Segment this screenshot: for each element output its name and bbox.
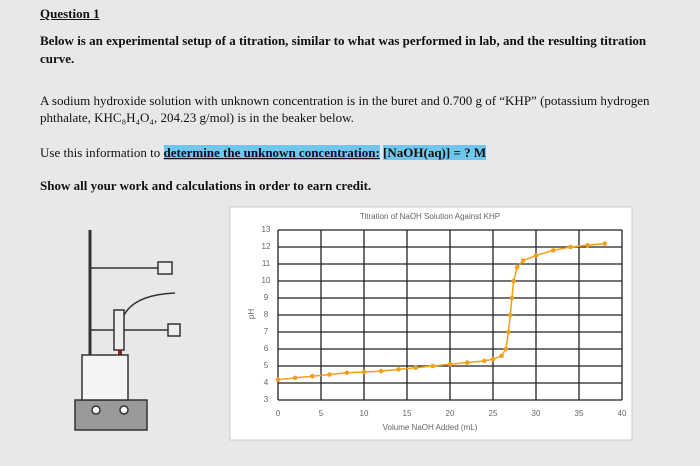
task: Use this information to determine the un…: [40, 145, 487, 161]
y-tick-label: 8: [264, 310, 269, 319]
data-point: [499, 353, 504, 359]
data-point: [482, 358, 487, 364]
data-point: [503, 346, 509, 352]
y-tick-label: 13: [262, 225, 271, 234]
data-point: [511, 278, 516, 284]
task-target: [NaOH(aq)] = ? M: [383, 145, 487, 160]
chart-title: Titration of NaOH Solution Against KHP: [360, 212, 500, 221]
data-point: [413, 365, 418, 371]
data-point: [275, 377, 281, 382]
data-point: [447, 362, 453, 367]
data-point: [585, 243, 590, 248]
data-point: [568, 244, 573, 250]
data-point: [378, 368, 384, 374]
apparatus: [74, 230, 181, 431]
heading: Question 1: [40, 6, 100, 21]
task-highlight: determine the unknown concentration:: [163, 145, 380, 160]
data-point: [396, 367, 401, 372]
data-point: [550, 248, 556, 253]
x-tick-label: 25: [489, 409, 498, 418]
x-tick-label: 15: [403, 409, 412, 418]
x-tick-label: 0: [276, 409, 281, 418]
x-tick-label: 30: [532, 409, 541, 418]
data-point: [506, 329, 511, 335]
y-axis-label: pH: [247, 309, 256, 319]
data-point: [430, 363, 436, 369]
y-tick-label: 10: [262, 276, 271, 285]
instruction: Show all your work and calculations in o…: [40, 178, 372, 193]
data-point: [507, 312, 513, 318]
data-point: [509, 295, 515, 301]
data-point: [520, 258, 526, 263]
task-start: Use this information to: [40, 145, 161, 160]
chart-panel: [229, 206, 633, 441]
data-point: [361, 369, 367, 375]
y-tick-label: 9: [264, 293, 269, 302]
data-point: [533, 253, 539, 258]
y-tick-label: 4: [264, 378, 269, 387]
y-tick-label: 6: [264, 344, 269, 353]
x-tick-label: 40: [618, 409, 627, 418]
x-tick-label: 35: [575, 409, 584, 418]
data-point: [327, 372, 332, 377]
data-point: [514, 265, 520, 270]
y-tick-label: 5: [264, 361, 269, 370]
data-point: [602, 241, 608, 246]
x-tick-label: 10: [360, 409, 369, 418]
data-point: [310, 373, 315, 379]
data-point: [464, 360, 470, 365]
data-point: [292, 375, 298, 381]
data-point: [490, 356, 496, 362]
y-tick-label: 3: [264, 395, 269, 404]
y-tick-label: 7: [264, 327, 269, 336]
y-tick-label: 12: [262, 242, 271, 251]
setup: A sodium hydroxide solution with unknown…: [40, 93, 650, 125]
x-tick-label: 5: [319, 409, 324, 418]
x-axis-label: Volume NaOH Added (mL): [383, 423, 478, 432]
data-point: [344, 370, 350, 376]
x-tick-label: 20: [446, 409, 455, 418]
intro: Below is an experimental setup of a titr…: [40, 33, 647, 66]
y-tick-label: 11: [262, 259, 271, 268]
